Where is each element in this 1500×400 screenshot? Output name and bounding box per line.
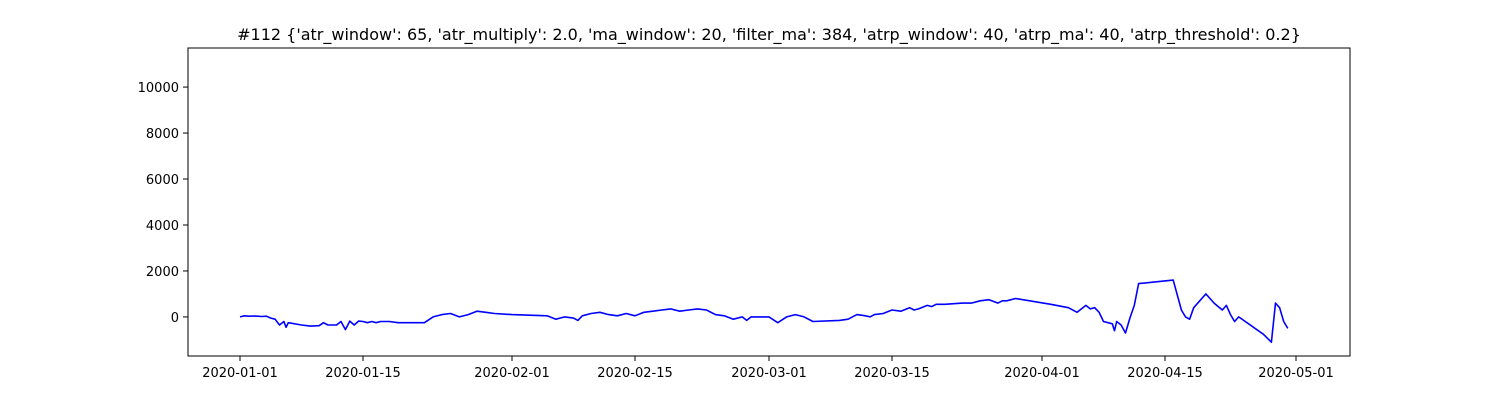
x-tick-label: 2020-01-01 [202,366,278,381]
x-tick-label: 2020-02-01 [474,366,550,381]
x-tick-label: 2020-03-01 [731,366,807,381]
x-tick-label: 2020-01-15 [325,366,401,381]
y-tick-label: 10000 [138,81,179,96]
y-tick-label: 4000 [146,219,179,234]
plot-frame [187,47,1351,357]
series-line-0 [239,279,1289,344]
chart-title: #112 {'atr_window': 65, 'atr_multiply': … [237,25,1301,45]
plot-area: 2020-01-01 2020-01-15 2020-02-01 2020-02-15… [138,47,1351,381]
y-tick-label: 2000 [146,265,179,280]
y-tick-label: 0 [171,311,179,326]
y-tick-label: 6000 [146,173,179,188]
x-tick-label: 2020-05-01 [1258,366,1334,381]
x-tick-label: 2020-03-15 [854,366,930,381]
y-tick-label: 8000 [146,127,179,142]
x-tick-label: 2020-04-15 [1127,366,1203,381]
x-tick-label: 2020-04-01 [1004,366,1080,381]
x-tick-label: 2020-02-15 [597,366,673,381]
